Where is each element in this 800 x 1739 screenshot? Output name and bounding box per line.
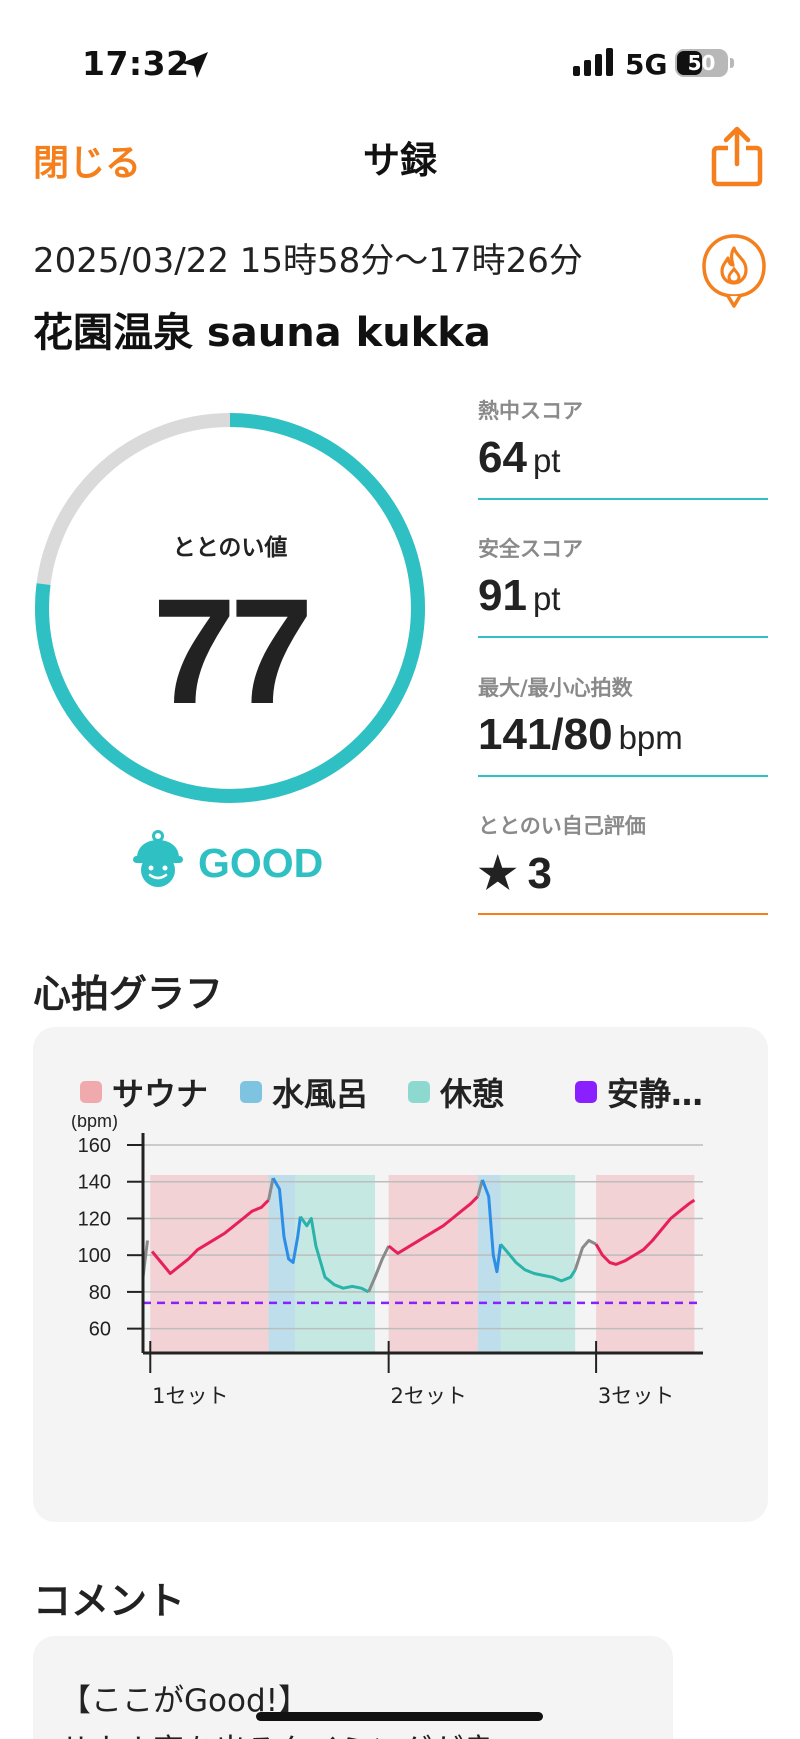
self-evaluation-label: ととのい自己評価 bbox=[478, 814, 646, 838]
heat-score-label: 熱中スコア bbox=[478, 399, 583, 423]
safety-score-value: 91 pt bbox=[478, 571, 560, 621]
heart-rate-number: 141/80 bbox=[478, 710, 613, 759]
sauna-heart-rate-line bbox=[150, 1199, 270, 1275]
score-label: ととのい値 bbox=[172, 535, 288, 561]
safety-score-unit: pt bbox=[532, 580, 561, 617]
self-evaluation[interactable]: ととのい自己評価 ★ 3 bbox=[478, 810, 768, 935]
legend-label: サウナ bbox=[112, 1075, 209, 1113]
legend-item: 休憩 bbox=[408, 1070, 504, 1114]
safety-score-label: 安全スコア bbox=[478, 537, 583, 561]
transition-heart-rate-line bbox=[367, 1245, 391, 1293]
comment-title: コメント bbox=[33, 1579, 186, 1623]
divider bbox=[478, 636, 768, 638]
heat-score-number: 64 bbox=[478, 433, 527, 482]
y-axis-label: (bpm) bbox=[71, 1115, 118, 1131]
legend-item: サウナ bbox=[80, 1070, 208, 1114]
x-tick-label: 2セット bbox=[390, 1384, 466, 1408]
sauna-region bbox=[150, 1175, 269, 1353]
comment-text: 【ここがGood!】 サウナ室を出るタイミングが良い bbox=[60, 1676, 660, 1739]
sauna-heart-rate-line bbox=[594, 1198, 696, 1266]
battery-nub bbox=[730, 58, 734, 68]
session-datetime: 2025/03/22 15時58分〜17時26分 bbox=[33, 241, 583, 281]
heart-rate-value: 141/80 bpm bbox=[478, 710, 683, 760]
sauna-region bbox=[388, 1175, 478, 1353]
heart-rate-chart: (bpm) 160 140 120 100 80 60 1セット 2セット 3セット bbox=[71, 1115, 703, 1408]
y-tick-label: 80 bbox=[89, 1282, 111, 1304]
legend-swatch bbox=[240, 1081, 262, 1103]
status-bar: 17:32 5G 50 bbox=[0, 0, 800, 120]
comment-card bbox=[33, 1636, 673, 1739]
transition-heart-rate-line bbox=[573, 1239, 597, 1271]
score-rating: GOOD bbox=[198, 840, 324, 886]
self-evaluation-value: ★ 3 bbox=[478, 848, 552, 899]
share-icon[interactable] bbox=[710, 126, 764, 188]
legend-label: 水風呂 bbox=[272, 1075, 369, 1113]
comment-body: サウナ室を出るタイミングが良い bbox=[60, 1726, 660, 1739]
good-face-icon bbox=[133, 830, 183, 887]
cold-region bbox=[477, 1175, 501, 1353]
page-title: サ録 bbox=[363, 139, 437, 182]
safety-score: 安全スコア 91 pt bbox=[478, 533, 768, 658]
heat-score-unit: pt bbox=[532, 442, 561, 479]
legend-swatch bbox=[408, 1081, 430, 1103]
heart-graph-title: 心拍グラフ bbox=[33, 972, 224, 1016]
legend-item: 安静… bbox=[575, 1070, 703, 1114]
legend-swatch bbox=[80, 1081, 102, 1103]
totonoi-score-ring bbox=[35, 413, 425, 803]
rest-heart-rate-line bbox=[499, 1243, 577, 1283]
heat-score-value: 64 pt bbox=[478, 433, 560, 483]
legend-item: 水風呂 bbox=[240, 1070, 368, 1114]
y-tick-label: 100 bbox=[78, 1245, 111, 1267]
session-place: 花園温泉 sauna kukka bbox=[33, 310, 491, 356]
heart-rate-range: 最大/最小心拍数 141/80 bpm bbox=[478, 672, 768, 797]
cold-heart-rate-line bbox=[480, 1179, 503, 1274]
battery-percent: 50 bbox=[687, 51, 716, 75]
y-tick-label: 60 bbox=[89, 1319, 111, 1341]
status-time: 17:32 bbox=[82, 44, 190, 83]
x-tick-label: 3セット bbox=[598, 1384, 674, 1408]
legend-label: 安静… bbox=[607, 1075, 704, 1113]
battery-level bbox=[677, 51, 702, 75]
heart-rate-label: 最大/最小心拍数 bbox=[478, 676, 633, 700]
score-value: 77 bbox=[152, 567, 314, 735]
star-icon: ★ bbox=[478, 849, 518, 898]
heart-rate-unit: bpm bbox=[618, 719, 683, 756]
legend-label: 休憩 bbox=[440, 1075, 505, 1113]
transition-heart-rate-line bbox=[267, 1177, 275, 1201]
safety-score-number: 91 bbox=[478, 571, 527, 620]
rest-region bbox=[500, 1175, 576, 1353]
chart-legend: サウナ 水風呂 休憩 安静… bbox=[80, 1070, 760, 1114]
cold-heart-rate-line bbox=[271, 1177, 302, 1264]
y-tick-label: 120 bbox=[78, 1208, 111, 1230]
fire-badge-icon[interactable] bbox=[700, 232, 768, 310]
score-progress-arc bbox=[35, 413, 425, 803]
cellular-signal-icon bbox=[573, 48, 613, 76]
divider bbox=[478, 913, 768, 915]
x-tick-label: 1セット bbox=[152, 1384, 228, 1408]
network-type: 5G bbox=[625, 48, 668, 81]
sauna-heart-rate-line bbox=[387, 1195, 479, 1255]
close-button[interactable]: 閉じる bbox=[33, 143, 142, 184]
heat-score: 熱中スコア 64 pt bbox=[478, 395, 768, 520]
heart-graph-card bbox=[33, 1027, 768, 1522]
home-indicator bbox=[256, 1712, 543, 1721]
rest-region bbox=[294, 1175, 376, 1353]
self-evaluation-number: 3 bbox=[527, 849, 552, 898]
divider bbox=[478, 775, 768, 777]
location-arrow-icon bbox=[182, 52, 208, 78]
legend-swatch bbox=[575, 1081, 597, 1103]
transition-heart-rate-line bbox=[476, 1179, 484, 1197]
rest-heart-rate-line bbox=[299, 1215, 370, 1294]
y-tick-label: 160 bbox=[78, 1135, 111, 1157]
battery-icon: 50 bbox=[675, 49, 728, 77]
divider bbox=[478, 498, 768, 500]
y-tick-label: 140 bbox=[78, 1172, 111, 1194]
